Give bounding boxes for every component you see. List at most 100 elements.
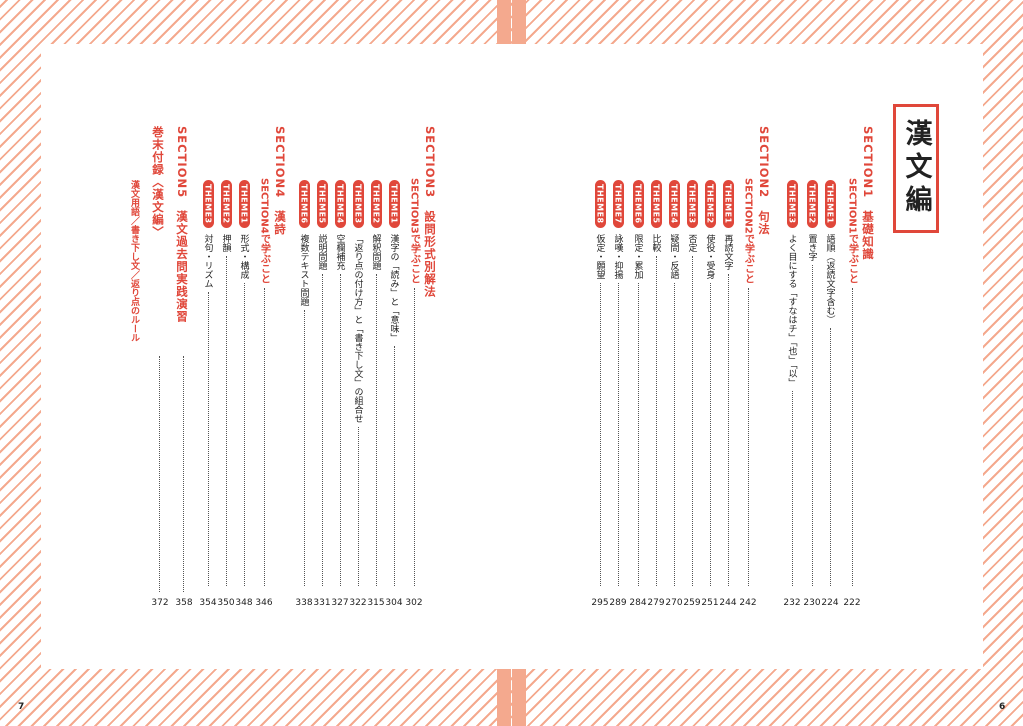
item-label: 比較 (650, 233, 661, 252)
toc-item: THEME8 仮定・願望 (590, 180, 610, 590)
page-reference[interactable]: 295 (591, 598, 609, 608)
page-reference[interactable]: 304 (385, 598, 403, 608)
toc-item: THEME3 「返り点の付け方」と「書き下し文」の組合せ (348, 180, 368, 590)
item-label: 詠嘆・抑揚 (612, 233, 623, 279)
toc-sub: SECTION1で学ぶこと (842, 178, 862, 590)
theme-badge: THEME4 (668, 180, 680, 228)
page-reference[interactable]: 242 (739, 598, 757, 608)
page-reference[interactable]: 350 (217, 598, 235, 608)
toc-item: THEME1 形式・構成 (234, 180, 254, 590)
leader-dots (375, 273, 377, 586)
page-reference[interactable]: 327 (331, 598, 349, 608)
theme-badge: THEME2 (704, 180, 716, 228)
theme-badge: THEME2 (370, 180, 382, 228)
toc-section: 巻末付録〈漢文編〉 (150, 126, 170, 612)
leader-dots (709, 282, 711, 586)
page-reference[interactable]: 284 (629, 598, 647, 608)
section-intro-label: SECTION4で学ぶこと (258, 178, 270, 284)
section-heading: SECTION4 漢詩 (273, 126, 287, 236)
section-heading: SECTION5 漢文過去問実践演習 (175, 126, 189, 324)
toc-section: SECTION5 漢文過去問実践演習 (174, 126, 194, 612)
page-reference[interactable]: 331 (313, 598, 331, 608)
item-label: 使役・受身 (704, 233, 715, 279)
page-reference[interactable]: 302 (405, 598, 423, 608)
toc-item: THEME5 比較 (646, 180, 666, 590)
page-reference[interactable]: 289 (609, 598, 627, 608)
leader-dots-column (150, 356, 170, 592)
toc-item: THEME1 語順（返読文字含む） (820, 180, 840, 590)
toc-item: THEME7 詠嘆・抑揚 (608, 180, 628, 590)
theme-badge: THEME1 (388, 180, 400, 228)
page-reference[interactable]: 348 (235, 598, 253, 608)
page-reference[interactable]: 338 (295, 598, 313, 608)
toc-section: SECTION2 句法 (756, 126, 776, 612)
page-number-right: 6 (999, 702, 1006, 712)
theme-badge: THEME8 (594, 180, 606, 228)
page-reference[interactable]: 270 (665, 598, 683, 608)
page-reference[interactable]: 222 (843, 598, 861, 608)
page-reference[interactable]: 259 (683, 598, 701, 608)
page-reference[interactable]: 322 (349, 598, 367, 608)
item-label: 「返り点の付け方」と「書き下し文」の組合せ (352, 233, 363, 423)
page-reference[interactable]: 232 (783, 598, 801, 608)
leader-dots (159, 356, 170, 592)
page-reference[interactable]: 346 (255, 598, 273, 608)
section-heading: SECTION1 基礎知識 (861, 126, 875, 261)
toc-item: THEME2 置き字 (802, 180, 822, 590)
item-label: 形式・構成 (238, 233, 249, 279)
theme-badge: THEME1 (824, 180, 836, 228)
glossary-line: 漢文用語／書き下し文／返り点のルール (129, 180, 139, 342)
theme-badge: THEME1 (722, 180, 734, 228)
item-label: よく目にする「すなはチ」「也」「以」 (786, 233, 797, 387)
page-reference[interactable]: 279 (647, 598, 665, 608)
leader-dots (691, 255, 693, 586)
theme-badge: THEME3 (202, 180, 214, 228)
toc-item: THEME4 疑問・反語 (664, 180, 684, 590)
leader-dots (183, 356, 194, 592)
item-label: 語順（返読文字含む） (824, 233, 835, 324)
left-page (41, 44, 512, 669)
toc-item: THEME1 再読文字 (718, 180, 738, 590)
page-reference[interactable]: 244 (719, 598, 737, 608)
leader-dots (637, 282, 639, 586)
page-reference[interactable]: 354 (199, 598, 217, 608)
toc-item: THEME4 空欄補充 (330, 180, 350, 590)
item-label: 置き字 (806, 233, 817, 261)
leader-dots (357, 426, 359, 586)
leader-dots (243, 282, 245, 586)
toc-item: THEME2 解釈問題 (366, 180, 386, 590)
leader-dots (655, 255, 657, 586)
page-reference[interactable]: 251 (701, 598, 719, 608)
item-label: 複数テキスト問題 (298, 233, 309, 306)
toc-item: THEME2 使役・受身 (700, 180, 720, 590)
toc-section: SECTION1 基礎知識 (860, 126, 880, 612)
leader-dots (829, 327, 831, 586)
leader-dots (727, 273, 729, 586)
section-intro-label: SECTION2で学ぶこと (742, 178, 754, 284)
theme-badge: THEME3 (352, 180, 364, 228)
leader-dots (791, 390, 793, 586)
section-intro-label: SECTION1で学ぶこと (846, 178, 858, 284)
leader-dots (339, 273, 341, 586)
item-label: 疑問・反語 (668, 233, 679, 279)
leader-dots (225, 255, 227, 586)
item-label: 仮定・願望 (594, 233, 605, 279)
page-reference[interactable]: 230 (803, 598, 821, 608)
theme-badge: THEME4 (334, 180, 346, 228)
page-reference[interactable]: 372 (151, 598, 169, 608)
page-reference[interactable]: 224 (821, 598, 839, 608)
leader-dots-column (174, 356, 194, 592)
leader-dots (851, 287, 853, 586)
item-label: 否定 (686, 233, 697, 252)
leader-dots (747, 287, 749, 586)
theme-badge: THEME5 (316, 180, 328, 228)
leader-dots (393, 345, 395, 586)
page-reference[interactable]: 315 (367, 598, 385, 608)
leader-dots (599, 282, 601, 586)
toc-section: SECTION3 設問形式別解法 (422, 126, 442, 612)
toc-sub: SECTION3で学ぶこと (404, 178, 424, 590)
leader-dots (303, 309, 305, 586)
toc-item: THEME1 漢字の「読み」と「意味」 (384, 180, 404, 590)
page-reference[interactable]: 358 (175, 598, 193, 608)
toc-sub: SECTION4で学ぶこと (254, 178, 274, 590)
